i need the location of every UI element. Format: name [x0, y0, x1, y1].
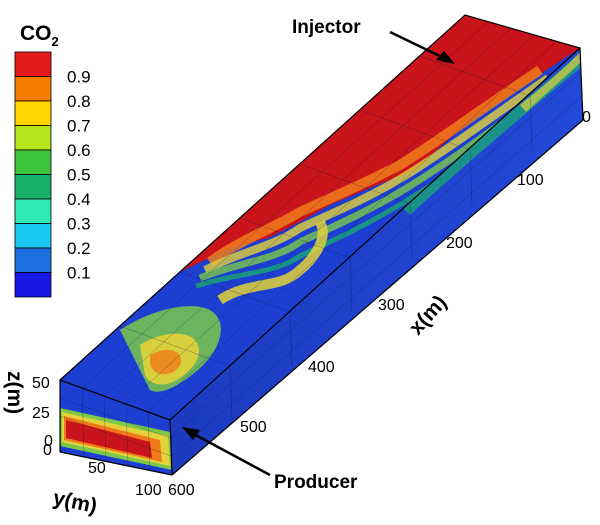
legend-swatch: [14, 198, 52, 224]
legend-swatch: [14, 174, 52, 200]
legend-swatch: [14, 51, 52, 77]
legend-label: 0.5: [67, 166, 91, 185]
side-face: [170, 48, 583, 475]
legend-swatch: [14, 149, 52, 175]
producer-label: Producer: [274, 472, 358, 493]
x-tick-500: 500: [240, 419, 267, 436]
legend-label: 0.9: [67, 68, 91, 87]
injector-annotation: Injector: [292, 17, 455, 64]
legend-swatch: [14, 100, 52, 126]
legend-label: 0.4: [67, 190, 91, 209]
legend-title-main: CO: [20, 22, 52, 45]
legend-title: CO2: [20, 22, 59, 49]
x-tick-100: 100: [517, 172, 544, 189]
producer-annotation: Producer: [182, 427, 358, 493]
box-outline: [58, 14, 584, 476]
legend-label: 0.7: [67, 117, 91, 136]
z-tick-50: 50: [32, 375, 50, 392]
injector-arrow-shaft: [389, 30, 449, 62]
legend-title-sub: 2: [52, 34, 59, 49]
z-tick-0: 0: [44, 433, 53, 450]
legend-swatch: [14, 247, 52, 273]
legend-label: 0.3: [67, 215, 91, 234]
z-axis-label: z(m): [3, 371, 26, 414]
legend-swatch: [14, 272, 52, 298]
legend-swatch: [14, 76, 52, 102]
injector-label: Injector: [292, 17, 361, 38]
x-tick-600: 600: [168, 482, 195, 499]
producer-arrow-head: [182, 427, 200, 440]
legend-swatches: [14, 51, 52, 298]
legend-label: 0.2: [67, 239, 91, 258]
z-tick-25: 25: [32, 405, 50, 422]
z-axis: 0 25 50 z(m): [3, 371, 53, 450]
legend-swatch: [14, 125, 52, 151]
y-axis: 0 50 100 y(m): [43, 442, 162, 518]
y-tick-50: 50: [88, 460, 106, 477]
legend-swatch: [14, 223, 52, 249]
front-face: [60, 380, 172, 475]
x-tick-200: 200: [446, 235, 473, 252]
x-tick-300: 300: [378, 297, 405, 314]
x-tick-400: 400: [308, 359, 335, 376]
y-tick-100: 100: [135, 482, 162, 499]
legend-label: 0.1: [67, 264, 91, 283]
legend-label: 0.6: [67, 141, 91, 160]
y-axis-label: y(m): [51, 486, 99, 518]
legend-labels: 0.9 0.8 0.7 0.6 0.5 0.4 0.3 0.2 0.1: [67, 68, 91, 283]
legend-label: 0.8: [67, 92, 91, 111]
x-axis-label: x(m): [405, 291, 452, 339]
y-tick-0: 0: [43, 442, 52, 459]
producer-arrow-shaft: [189, 430, 271, 477]
injector-arrow-head: [436, 51, 455, 64]
legend: CO2 0.9 0.8 0.7 0.6 0.5 0.4 0.3 0.2 0.1: [14, 22, 91, 298]
x-tick-0: 0: [582, 109, 591, 126]
